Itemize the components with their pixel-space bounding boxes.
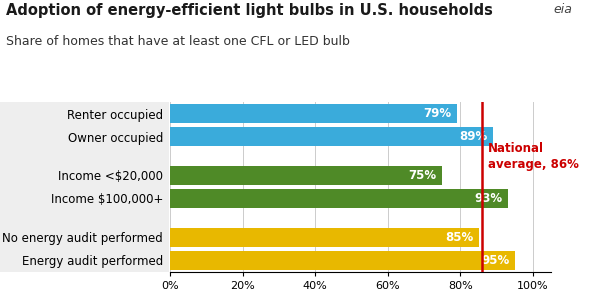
Text: 93%: 93%: [474, 192, 502, 205]
Text: 79%: 79%: [423, 107, 451, 120]
Bar: [170, 127, 493, 146]
Bar: [170, 251, 515, 270]
Bar: [170, 166, 442, 185]
Bar: [170, 189, 508, 208]
Text: 89%: 89%: [460, 130, 488, 143]
Text: National
average, 86%: National average, 86%: [488, 142, 579, 171]
Text: Share of homes that have at least one CFL or LED bulb: Share of homes that have at least one CF…: [6, 35, 350, 48]
Text: 95%: 95%: [482, 253, 510, 267]
Bar: [170, 104, 457, 123]
Text: 85%: 85%: [445, 231, 473, 244]
Text: Adoption of energy-efficient light bulbs in U.S. households: Adoption of energy-efficient light bulbs…: [6, 3, 493, 18]
Bar: [170, 228, 479, 247]
Text: 75%: 75%: [409, 169, 437, 182]
Text: eia: eia: [553, 3, 572, 16]
